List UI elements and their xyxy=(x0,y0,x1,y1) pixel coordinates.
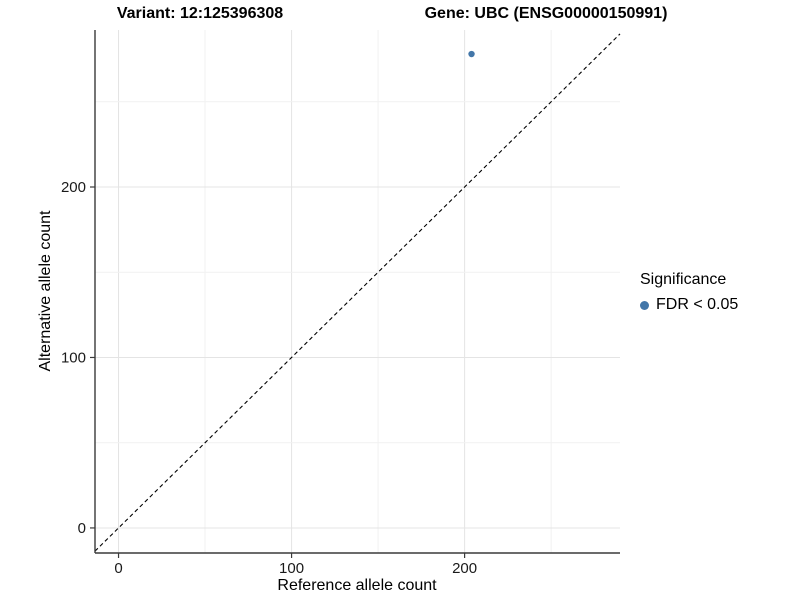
legend-title: Significance xyxy=(640,271,727,288)
x-tick-label: 100 xyxy=(279,560,304,577)
variant-title: Variant: 12:125396308 xyxy=(116,5,284,22)
x-axis-label: Reference allele count xyxy=(277,577,437,594)
y-axis-label: Alternative allele count xyxy=(37,210,54,372)
x-tick-label: 0 xyxy=(114,560,122,577)
identity-line xyxy=(94,33,621,552)
x-tick-label: 200 xyxy=(452,560,477,577)
y-tick-label: 200 xyxy=(61,179,86,196)
data-point xyxy=(468,50,475,58)
legend-item: FDR < 0.05 xyxy=(640,296,738,314)
y-tick-label: 0 xyxy=(78,520,86,537)
legend-point-circle-icon xyxy=(640,300,649,310)
gene-title: Gene: UBC (ENSG00000150991) xyxy=(424,5,668,22)
y-tick-label: 100 xyxy=(61,349,86,366)
legend: Significance FDR < 0.05 xyxy=(640,271,738,314)
legend-item-label: FDR < 0.05 xyxy=(656,296,739,313)
